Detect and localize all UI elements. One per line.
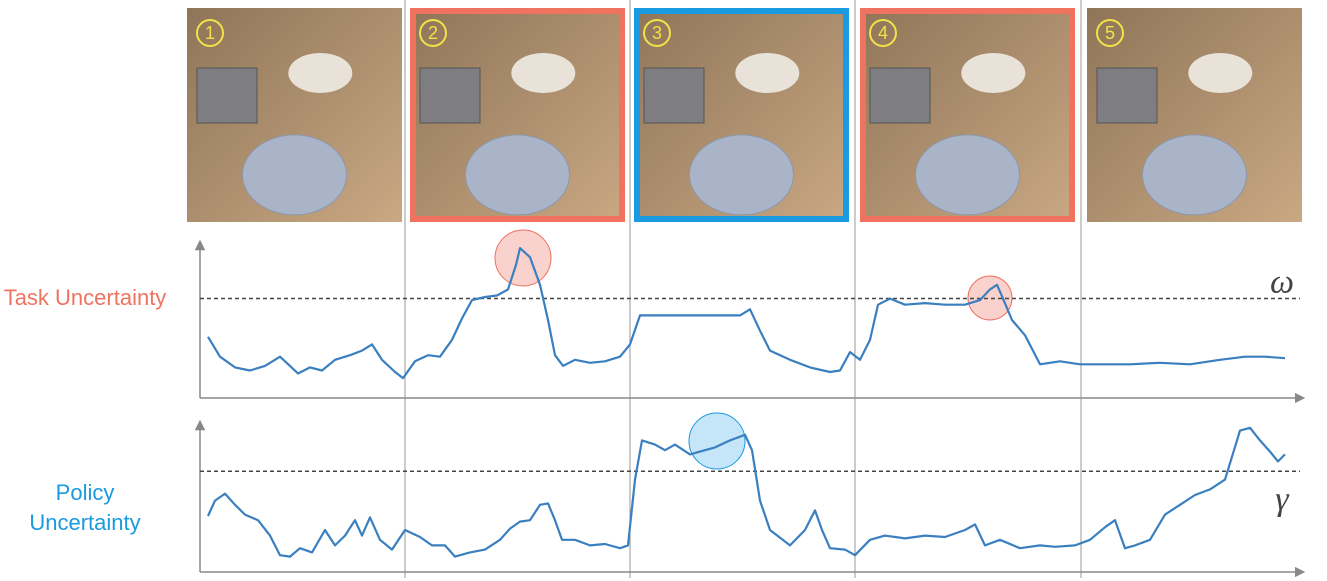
highlight: [494, 229, 552, 287]
plate: [242, 134, 347, 216]
y-axis-label: Policy Uncertainty: [29, 480, 141, 535]
plate: [1142, 134, 1247, 216]
bowl: [1188, 53, 1253, 93]
series-line: [207, 247, 1286, 380]
bowl: [735, 53, 800, 93]
bowl: [288, 53, 353, 93]
step-badge: [1096, 19, 1124, 47]
y-axis-label: Task Uncertainty: [3, 285, 167, 310]
step-label: 1: [205, 23, 215, 43]
plate: [689, 134, 794, 216]
plate: [465, 134, 570, 216]
tray: [196, 67, 258, 124]
series-line: [206, 426, 1286, 558]
bowl: [511, 53, 576, 93]
step-label: 4: [878, 23, 888, 43]
step-label: 3: [652, 23, 662, 43]
tray: [643, 67, 705, 124]
bowl: [961, 53, 1026, 93]
step-badge: [869, 19, 897, 47]
step-label: 5: [1105, 23, 1115, 43]
step-badge: [196, 19, 224, 47]
threshold-label: γ: [1275, 481, 1290, 518]
panel-frame: [860, 8, 1075, 222]
threshold-label: ω: [1270, 263, 1294, 300]
tray: [419, 67, 481, 124]
step-badge: [419, 19, 447, 47]
step-label: 2: [428, 23, 438, 43]
tray: [869, 67, 931, 124]
tray: [1096, 67, 1158, 124]
step-badge: [643, 19, 671, 47]
highlight: [688, 412, 746, 470]
plate: [915, 134, 1020, 216]
panel-frame: [410, 8, 625, 222]
panel-frame: [634, 8, 849, 222]
